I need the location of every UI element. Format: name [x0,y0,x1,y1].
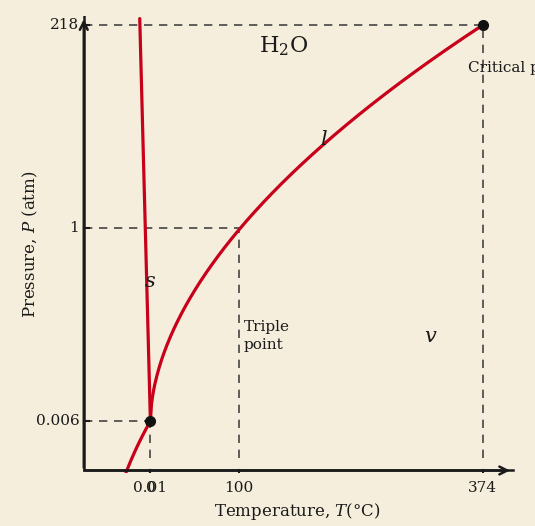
Text: H$_2$O: H$_2$O [259,34,308,58]
Text: 0.01: 0.01 [133,481,167,494]
Text: 0: 0 [146,481,155,494]
Text: Temperature, $T$(°C): Temperature, $T$(°C) [213,501,380,522]
Text: 100: 100 [225,481,254,494]
Text: Triple
point: Triple point [243,320,289,352]
Text: Pressure, $P$ (atm): Pressure, $P$ (atm) [21,171,40,318]
Text: 218: 218 [50,18,79,32]
Text: 0.006: 0.006 [36,414,79,428]
Text: Critical point: Critical point [468,62,535,75]
Text: 1: 1 [70,221,79,235]
Text: s: s [145,272,156,291]
Text: 374: 374 [468,481,497,494]
Text: v: v [424,327,436,346]
Text: l: l [320,130,327,149]
